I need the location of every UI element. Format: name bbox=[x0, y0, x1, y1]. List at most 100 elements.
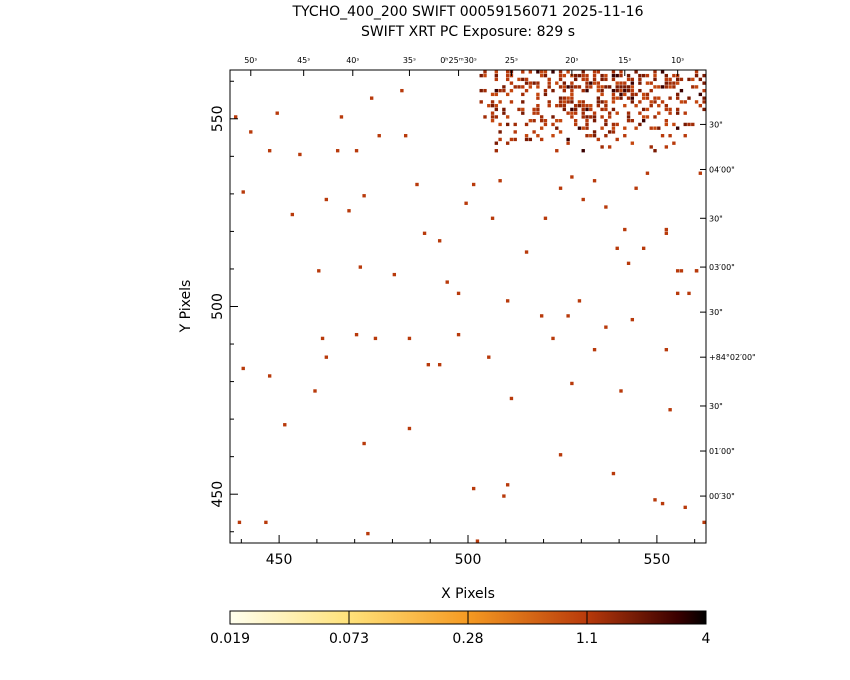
count-pixel bbox=[543, 119, 548, 123]
count-pixel bbox=[679, 269, 684, 273]
count-pixel bbox=[664, 103, 669, 108]
count-pixel bbox=[702, 73, 706, 78]
count-pixel bbox=[513, 130, 517, 134]
count-pixel bbox=[573, 85, 578, 89]
count-pixel bbox=[573, 122, 578, 127]
count-pixel bbox=[604, 122, 608, 127]
count-pixel bbox=[702, 88, 706, 93]
count-pixel bbox=[619, 85, 623, 89]
count-pixel bbox=[604, 73, 608, 78]
count-pixel bbox=[524, 122, 529, 127]
count-pixel bbox=[675, 92, 680, 97]
count-pixel bbox=[505, 122, 510, 127]
count-pixel bbox=[638, 73, 642, 78]
count-pixel bbox=[638, 111, 642, 115]
count-pixel bbox=[362, 441, 366, 446]
count-pixel bbox=[490, 92, 495, 97]
count-pixel bbox=[562, 81, 567, 85]
count-pixel bbox=[668, 81, 672, 85]
count-pixel bbox=[660, 134, 665, 138]
count-pixel bbox=[494, 115, 499, 119]
count-pixel bbox=[675, 96, 680, 100]
count-pixel bbox=[668, 408, 672, 412]
count-pixel bbox=[585, 107, 589, 112]
count-pixel bbox=[615, 81, 619, 85]
count-pixel bbox=[623, 227, 627, 232]
count-pixel bbox=[607, 145, 612, 149]
count-pixel bbox=[638, 122, 642, 127]
count-pixel bbox=[547, 85, 551, 89]
count-pixel bbox=[600, 145, 604, 149]
count-pixel bbox=[604, 134, 608, 138]
colorbar-tick-label: 0.019 bbox=[210, 631, 250, 647]
count-pixel bbox=[555, 81, 559, 85]
count-pixel bbox=[683, 100, 687, 104]
count-pixel bbox=[505, 115, 510, 119]
count-pixel bbox=[543, 122, 548, 127]
count-pixel bbox=[653, 96, 657, 100]
count-pixel bbox=[615, 111, 619, 115]
count-pixel bbox=[543, 216, 548, 220]
count-pixel bbox=[494, 88, 499, 93]
count-pixel bbox=[505, 77, 510, 82]
count-pixel bbox=[623, 88, 627, 93]
count-pixel bbox=[604, 205, 608, 209]
count-pixel bbox=[641, 73, 646, 78]
count-pixel bbox=[634, 186, 638, 190]
count-pixel bbox=[566, 111, 570, 115]
count-pixel bbox=[536, 134, 540, 138]
count-pixel bbox=[660, 501, 665, 506]
count-pixel bbox=[581, 197, 585, 202]
count-pixel bbox=[600, 92, 604, 97]
count-pixel bbox=[592, 134, 597, 138]
count-pixel bbox=[532, 81, 536, 85]
count-pixel bbox=[536, 92, 540, 97]
count-pixel bbox=[596, 100, 601, 104]
count-pixel bbox=[596, 96, 601, 100]
count-pixel bbox=[494, 73, 499, 78]
count-pixel bbox=[675, 107, 680, 112]
count-pixel bbox=[354, 149, 359, 153]
count-pixel bbox=[653, 77, 657, 82]
count-pixel bbox=[324, 355, 329, 359]
count-pixel bbox=[570, 92, 574, 97]
count-pixel bbox=[437, 239, 442, 243]
count-pixel bbox=[607, 111, 612, 115]
count-pixel bbox=[521, 92, 525, 97]
count-pixel bbox=[649, 81, 653, 85]
count-pixel bbox=[494, 149, 499, 153]
count-pixel bbox=[581, 107, 585, 112]
count-pixel bbox=[611, 130, 616, 134]
count-pixel bbox=[566, 314, 570, 318]
count-pixel bbox=[570, 381, 574, 386]
count-pixel bbox=[570, 85, 574, 89]
count-pixel bbox=[517, 77, 521, 82]
count-pixel bbox=[645, 92, 650, 97]
count-pixel bbox=[490, 115, 495, 119]
count-pixel bbox=[532, 111, 536, 115]
count-pixel bbox=[479, 88, 483, 93]
count-pixel bbox=[664, 81, 669, 85]
count-pixel bbox=[555, 119, 559, 123]
count-pixel bbox=[600, 73, 604, 78]
count-pixel bbox=[623, 85, 627, 89]
count-pixel bbox=[532, 119, 536, 123]
count-pixel bbox=[547, 100, 551, 104]
count-pixel bbox=[672, 73, 676, 78]
colorbar-tick-label: 4 bbox=[702, 631, 711, 647]
count-pixel bbox=[668, 96, 672, 100]
count-pixel bbox=[630, 317, 635, 322]
count-pixel bbox=[320, 336, 325, 341]
count-pixel bbox=[521, 77, 525, 82]
y-axis-label: Y Pixels bbox=[178, 280, 194, 334]
count-pixel bbox=[558, 453, 563, 457]
count-pixel bbox=[555, 126, 559, 130]
count-pixel bbox=[509, 81, 514, 85]
count-pixel bbox=[702, 100, 706, 104]
count-pixel bbox=[505, 70, 510, 74]
count-pixel bbox=[524, 81, 529, 85]
count-pixel bbox=[539, 137, 544, 142]
count-pixel bbox=[505, 73, 510, 78]
count-pixel bbox=[373, 336, 378, 341]
